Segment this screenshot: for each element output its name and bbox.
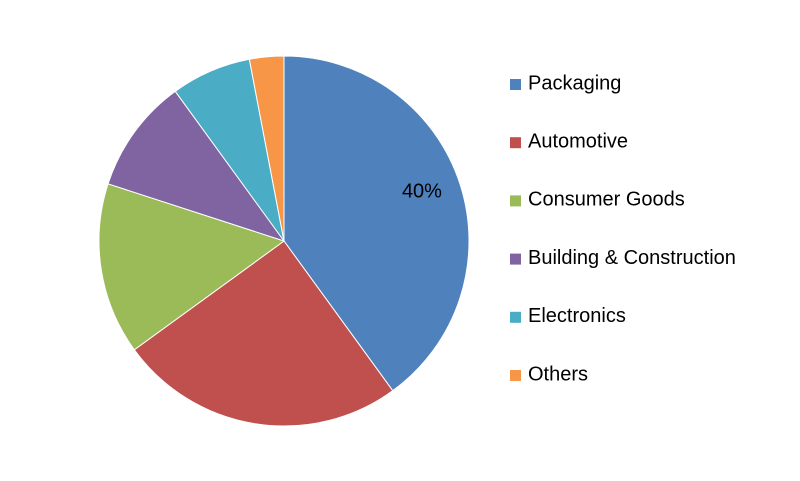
data-label: 40%: [402, 180, 442, 202]
legend-swatch: [510, 370, 521, 381]
legend-label: Automotive: [528, 130, 628, 152]
legend-label: Building & Construction: [528, 247, 736, 269]
legend-label: Consumer Goods: [528, 189, 685, 211]
legend-label: Packaging: [528, 72, 621, 94]
legend-label: Electronics: [528, 305, 626, 327]
pie-slice: [283, 55, 470, 392]
legend-swatch: [510, 253, 521, 265]
pie-slice: [133, 240, 394, 427]
pie-slice: [98, 183, 286, 351]
legend-swatch: [510, 137, 521, 149]
pie-slice: [248, 55, 285, 242]
legend-swatch: [510, 311, 521, 323]
legend-swatch: [510, 195, 521, 207]
legend-label: Others: [528, 363, 588, 385]
legend-swatch: [510, 79, 521, 90]
pie-slice: [107, 90, 286, 242]
